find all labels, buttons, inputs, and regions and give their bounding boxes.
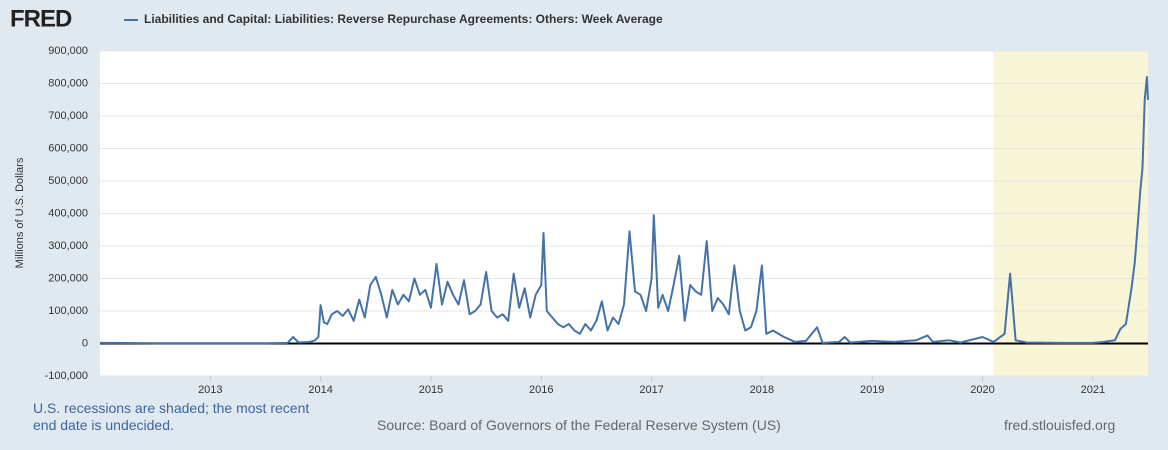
source: Source: Board of Governors of the Federa… [377, 417, 781, 433]
x-tick-label: 2013 [198, 384, 222, 396]
brand: FRED [10, 5, 72, 32]
x-tick-label: 2018 [750, 384, 774, 396]
y-tick-label: 500,000 [48, 175, 88, 187]
site: fred.stlouisfed.org [1004, 417, 1116, 433]
y-tick-label: 300,000 [48, 240, 88, 252]
x-tick-label: 2019 [860, 384, 884, 396]
x-tick-label: 2015 [419, 384, 443, 396]
y-tick-label: 0 [82, 337, 88, 349]
x-tick-label: 2020 [970, 384, 994, 396]
y-tick-label: 400,000 [48, 207, 88, 219]
y-tick-label: 800,000 [48, 77, 88, 89]
y-tick-label: 100,000 [48, 305, 88, 317]
series-line [99, 76, 1149, 345]
y-tick-label: 900,000 [48, 45, 88, 57]
x-tick-label: 2016 [529, 384, 553, 396]
y-tick-label: 600,000 [48, 142, 88, 154]
legend-label: Liabilities and Capital: Liabilities: Re… [144, 12, 663, 26]
y-tick-label: 200,000 [48, 272, 88, 284]
recession-note: U.S. recessions are shaded; the most rec… [33, 400, 310, 433]
x-tick-label: 2017 [639, 384, 663, 396]
y-tick-label: -100,000 [45, 370, 88, 382]
y-tick-label: 700,000 [48, 110, 88, 122]
x-tick-label: 2014 [308, 384, 332, 396]
x-tick-label: 2021 [1081, 384, 1105, 396]
y-axis-title: Millions of U.S. Dollars [14, 157, 26, 268]
